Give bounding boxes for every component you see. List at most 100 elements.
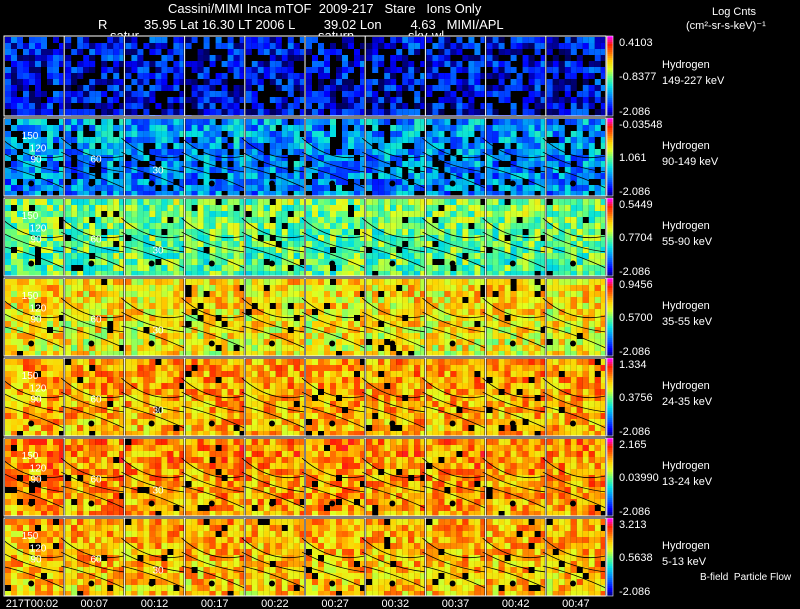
heatmap-cell [245,137,252,143]
heatmap-cell [17,37,23,43]
heatmap-cell [498,285,505,291]
heatmap-cell [432,173,439,179]
heatmap-cell [390,199,397,205]
heatmap-cell [185,61,192,67]
heatmap-cell [239,253,244,259]
heatmap-cell [390,253,397,259]
heatmap-cell [534,303,541,309]
heatmap-cell [534,79,541,85]
heatmap-cell [600,143,605,149]
heatmap-cell [251,345,258,351]
heatmap-cell [408,229,415,235]
heatmap-cell [510,67,517,73]
heatmap-cell [119,79,124,85]
heatmap-cell [95,149,102,155]
heatmap-cell [143,345,150,351]
heatmap-cell [360,103,365,109]
heatmap-cell [486,327,493,333]
heatmap-cell [414,235,421,241]
heatmap-cell [486,103,493,109]
heatmap-cell [462,265,469,271]
heatmap-cell [318,321,324,327]
heatmap-cell [558,333,565,339]
colorbar-segment [607,168,613,170]
heatmap-cell [576,61,583,67]
heatmap-cell [53,285,59,291]
heatmap-cell [89,55,96,61]
heatmap-cell [402,321,409,327]
heatmap-cell [324,167,330,173]
heatmap-cell [149,223,156,229]
heatmap-cell [384,91,391,97]
heatmap-cell [354,333,360,339]
heatmap-cell [119,285,124,291]
heatmap-cell [588,253,595,259]
heatmap-cell [546,205,553,211]
colorbar-segment [607,216,613,218]
heatmap-cell [119,91,124,97]
heatmap-cell [257,131,264,137]
heatmap-cell [179,271,184,276]
heatmap-cell [185,265,192,271]
heatmap-cell [275,265,282,271]
heatmap-cell [426,137,433,143]
heatmap-cell [456,173,463,179]
heatmap-cell [558,131,565,137]
heatmap-cell [552,55,559,61]
heatmap-cell [287,91,294,97]
heatmap-cell [77,149,84,155]
heatmap-cell [336,271,342,276]
heatmap-cell [257,43,264,49]
heatmap-cell [101,223,108,229]
heatmap-cell [29,345,35,351]
heatmap-cell [462,321,469,327]
heatmap-cell [131,191,138,196]
heatmap-cell [131,285,138,291]
heatmap-cell [209,303,216,309]
heatmap-cell [540,229,545,235]
heatmap-cell [239,229,244,235]
heatmap-cell [324,211,330,217]
heatmap-cell [287,37,294,43]
heatmap-cell [119,315,124,321]
heatmap-cell [384,211,391,217]
heatmap-cell [185,235,192,241]
heatmap-cell [564,97,571,103]
heatmap-cell [155,229,162,235]
heatmap-cell [95,205,102,211]
heatmap-cell [360,229,365,235]
heatmap-cell [456,125,463,131]
heatmap-cell [11,125,17,131]
colorbar-segment [607,52,613,54]
heatmap-cell [408,345,415,351]
heatmap-cell [528,61,535,67]
heatmap-cell [498,309,505,315]
heatmap-cell [468,229,475,235]
contour-line [181,325,248,350]
heatmap-cell [293,333,300,339]
image-panel [366,279,425,356]
heatmap-cell [203,85,210,91]
heatmap-cell [107,199,114,205]
heatmap-cell [492,191,499,196]
heatmap-cell [396,67,403,73]
heatmap-cell [17,161,23,167]
contour-line [482,297,549,319]
heatmap-cell [390,131,397,137]
heatmap-cell [576,205,583,211]
heatmap-cell [552,125,559,131]
heatmap-cell [354,303,360,309]
heatmap-cell [251,321,258,327]
heatmap-cell [426,91,433,97]
heatmap-cell [227,271,234,276]
heatmap-cell [287,291,294,297]
heatmap-cell [312,211,318,217]
heatmap-cell [65,85,72,91]
heatmap-cell [426,247,433,253]
heatmap-cell [275,223,282,229]
heatmap-cell [209,271,216,276]
heatmap-cell [312,55,318,61]
heatmap-cell [516,119,523,125]
heatmap-cell [65,67,72,73]
heatmap-cell [594,327,601,333]
